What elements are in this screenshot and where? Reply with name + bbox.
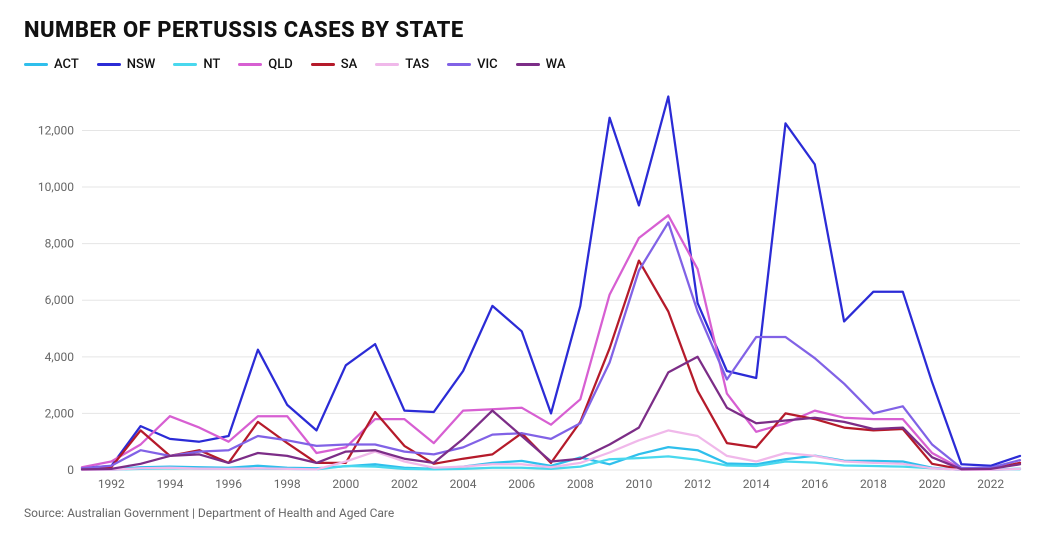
legend-item-nt[interactable]: NT (173, 57, 220, 72)
legend-item-tas[interactable]: TAS (375, 57, 429, 72)
legend-label-qld: QLD (268, 57, 292, 72)
x-tick-label: 1998 (274, 477, 301, 491)
legend-swatch-qld (238, 63, 262, 66)
legend-item-qld[interactable]: QLD (238, 57, 292, 72)
legend-swatch-vic (447, 63, 471, 66)
legend-label-nsw: NSW (127, 57, 156, 72)
x-tick-label: 2006 (508, 477, 535, 491)
y-tick-label: 10,000 (38, 180, 74, 194)
x-tick-label: 2016 (801, 477, 828, 491)
x-tick-label: 2004 (450, 477, 477, 491)
x-tick-label: 2014 (743, 477, 770, 491)
pertussis-chart: NUMBER OF PERTUSSIS CASES BY STATE ACT NS… (0, 0, 1056, 554)
x-tick-label: 2018 (860, 477, 887, 491)
x-tick-label: 1994 (156, 477, 183, 491)
legend-item-act[interactable]: ACT (24, 57, 79, 72)
x-tick-label: 2020 (919, 477, 946, 491)
y-tick-label: 4,000 (45, 350, 75, 364)
y-tick-label: 8,000 (45, 237, 75, 251)
x-tick-label: 2012 (684, 477, 711, 491)
y-tick-label: 2,000 (45, 406, 75, 420)
legend-label-sa: SA (341, 57, 358, 72)
legend-swatch-sa (311, 63, 335, 66)
legend-item-wa[interactable]: WA (516, 57, 566, 72)
legend-swatch-nt (173, 63, 197, 66)
y-tick-label: 12,000 (38, 123, 74, 137)
legend-label-act: ACT (54, 57, 79, 72)
legend-item-sa[interactable]: SA (311, 57, 358, 72)
x-tick-label: 1996 (215, 477, 242, 491)
chart-legend: ACT NSW NT QLD SA TAS VIC WA (24, 57, 1032, 72)
legend-swatch-nsw (97, 63, 121, 66)
y-tick-label: 6,000 (45, 293, 75, 307)
legend-item-vic[interactable]: VIC (447, 57, 498, 72)
y-tick-label: 0 (67, 463, 74, 477)
x-tick-label: 2022 (977, 477, 1004, 491)
x-tick-label: 2008 (567, 477, 594, 491)
chart-plot-area: 0 2,000 4,000 6,000 8,000 10,000 12,000 1992 199… (24, 78, 1032, 498)
series-line-vic (82, 222, 1020, 468)
legend-swatch-wa (516, 63, 540, 66)
x-tick-label: 2010 (625, 477, 652, 491)
legend-label-vic: VIC (477, 57, 498, 72)
chart-title: NUMBER OF PERTUSSIS CASES BY STATE (24, 18, 1032, 43)
plot-svg: 0 2,000 4,000 6,000 8,000 10,000 12,000 1992 199… (24, 78, 1032, 498)
legend-item-nsw[interactable]: NSW (97, 57, 156, 72)
legend-label-wa: WA (546, 57, 566, 72)
x-tick-label: 1992 (98, 477, 125, 491)
legend-swatch-tas (375, 63, 399, 66)
x-tick-label: 2002 (391, 477, 418, 491)
chart-source: Source: Australian Government | Departme… (24, 506, 1032, 520)
x-tick-label: 2000 (332, 477, 359, 491)
legend-label-tas: TAS (405, 57, 429, 72)
legend-swatch-act (24, 63, 48, 66)
legend-label-nt: NT (203, 57, 220, 72)
